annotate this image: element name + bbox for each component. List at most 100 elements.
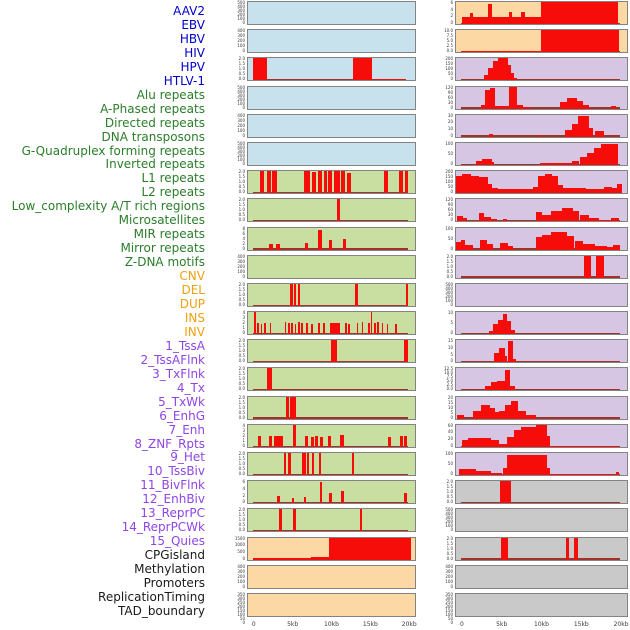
y-tick-label: 300 [237, 92, 245, 98]
y-tick-label: 12.5 [444, 366, 453, 372]
signal-bar [275, 244, 280, 250]
y-tick-label: 3 [242, 315, 245, 321]
signal-bar [483, 216, 491, 222]
signal-bar [566, 236, 575, 250]
track-panel-cpgisland [455, 480, 628, 505]
signal-bar [559, 101, 567, 109]
y-tick-label: 100 [445, 523, 453, 529]
signal-bar [293, 424, 297, 447]
signal-bar [489, 87, 495, 109]
signal-bar [514, 77, 518, 81]
y-tick-label: 3 [242, 427, 245, 433]
signal-bar [399, 435, 403, 447]
signal-bar [328, 537, 411, 560]
signal-bar [288, 453, 291, 475]
signal-bar [268, 244, 273, 250]
y-tick-label: 50 [239, 615, 245, 621]
y-axis-ticks: 2.0 1.5 1.0 0.5 0.0 [205, 57, 247, 81]
x-tick-label: 0 [459, 621, 464, 628]
signal-bar [487, 184, 492, 194]
signal-bar [523, 106, 531, 109]
y-tick-label: 300 [237, 258, 245, 264]
y-tick-label: 60 [447, 207, 453, 213]
signal-bar [595, 246, 608, 250]
signal-bar [304, 435, 308, 447]
y-tick-label: 1000 [234, 542, 245, 548]
signal-bar [458, 469, 476, 475]
track-row: 120 90 60 30 0 [430, 85, 628, 114]
signal-bar [497, 319, 503, 335]
signal-bar [374, 323, 376, 335]
y-tick-label: 100 [445, 179, 453, 185]
signal-bar [574, 240, 583, 250]
track-label-inv: INV [184, 324, 205, 339]
signal-baseline [253, 473, 409, 475]
signal-bar [329, 323, 340, 335]
track-label-mirror-repeats: Mirror repeats [120, 241, 205, 256]
y-tick-label: 0 [450, 217, 453, 223]
y-tick-label: 0 [242, 20, 245, 25]
signal-bar [278, 509, 282, 532]
y-tick-label: 0 [242, 160, 245, 166]
track-label-microsatellites: Microsatellites [118, 213, 205, 228]
track-label-a-phased-repeats: A-Phased repeats [100, 101, 205, 116]
y-tick-label: 300 [237, 117, 245, 123]
signal-bar [539, 162, 572, 165]
y-tick-label: 0.5 [238, 212, 245, 218]
signal-bar [274, 436, 283, 447]
y-tick-label: 500 [445, 281, 453, 287]
signal-bar [456, 175, 462, 194]
signal-bar [599, 219, 612, 222]
signal-bar [612, 187, 618, 194]
y-tick-label: 2.5 [446, 43, 453, 49]
y-tick-label: 100 [445, 66, 453, 72]
track-row: 500 400 300 200 100 0 [205, 85, 416, 114]
y-tick-label: 2.0 [238, 451, 245, 456]
track-label-2-tssaflnk: 2_TssAFlnk [140, 352, 205, 367]
y-tick-label: 1.0 [238, 376, 245, 382]
signal-bar [291, 323, 294, 335]
track-row: 12.5 10.0 7.5 5.0 2.5 0.0 [430, 367, 628, 395]
track-panel-z-dna-motifs [247, 508, 416, 533]
track-row: 2.0 1.5 1.0 0.5 0.0 [205, 57, 416, 85]
track-panel-del [247, 564, 416, 589]
y-tick-label: 200 [237, 263, 245, 269]
signal-bar [372, 78, 406, 81]
signal-bar [381, 323, 384, 335]
track-row: 500 400 300 200 100 0 [205, 141, 416, 170]
signal-bar [582, 244, 596, 250]
y-tick-label: 60 [447, 94, 453, 100]
y-axis-ticks: 500 400 300 200 100 0 [205, 141, 247, 166]
signal-bar [493, 353, 499, 363]
y-tick-label: 0 [242, 132, 245, 138]
signal-bar [502, 314, 508, 335]
track-row: 2.0 1.5 1.0 0.5 0.0 [205, 198, 416, 226]
signal-bar [586, 188, 605, 194]
signal-bar [328, 239, 332, 250]
y-tick-label: 400 [237, 4, 245, 9]
signal-baseline [253, 389, 409, 391]
track-panel-dna-transposons [247, 254, 416, 279]
track-label-8-znf-rpts: 8_ZNF_Rpts [134, 436, 205, 451]
track-label-l1-repeats: L1 repeats [141, 171, 206, 186]
signal-bar [486, 244, 494, 250]
y-tick-label: 6 [242, 479, 245, 485]
signal-bar [304, 171, 311, 194]
y-tick-label: 10 [447, 310, 453, 316]
signal-baseline [461, 79, 621, 81]
y-tick-label: 50 [447, 184, 453, 190]
y-tick-label: 250 [237, 599, 245, 605]
signal-bar [272, 171, 277, 194]
y-tick-label: 0.5 [446, 550, 453, 556]
y-axis-ticks: 400 300 200 100 0 [430, 564, 455, 589]
y-tick-label: 10.0 [444, 28, 453, 34]
y-tick-label: 40 [447, 429, 453, 435]
y-tick-label: 50 [447, 615, 453, 621]
y-axis-ticks: 400 300 200 100 0 [205, 254, 247, 279]
y-tick-label: 0 [450, 330, 453, 336]
track-panel-2-tssaflnk [455, 85, 628, 110]
signal-bar [462, 218, 467, 222]
track-panel-directed-repeats [247, 226, 416, 251]
signal-bar [507, 320, 512, 335]
signal-bar [526, 415, 537, 419]
